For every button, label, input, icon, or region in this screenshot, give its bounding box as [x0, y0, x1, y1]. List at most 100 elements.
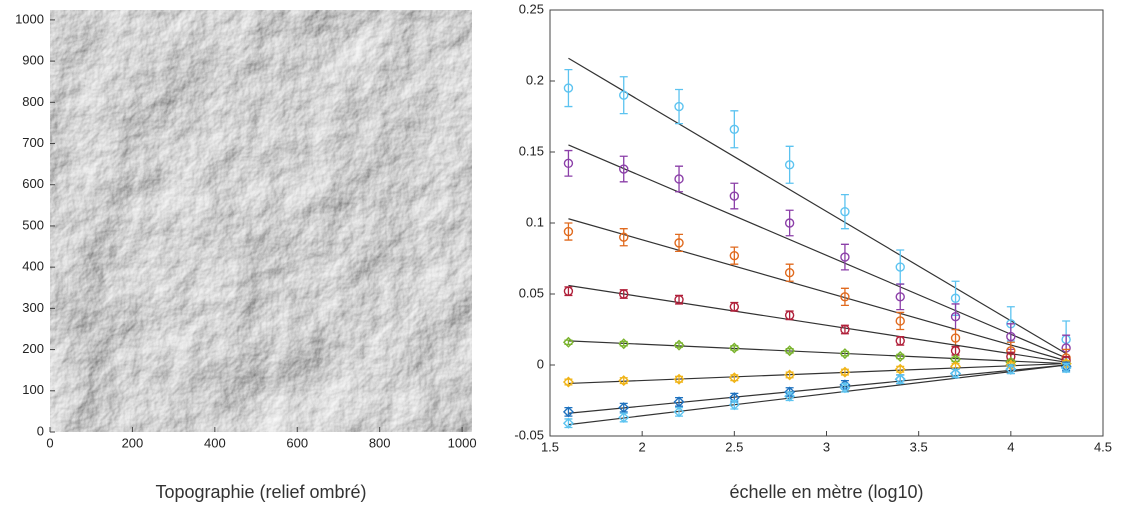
x-tick-label: 0: [46, 435, 53, 450]
y-tick-label: 900: [22, 53, 44, 68]
point: [894, 373, 906, 385]
y-tick-label: 0: [537, 356, 544, 371]
fit-line: [568, 57, 1067, 355]
error-bar: [619, 228, 628, 247]
y-tick-label: 0.1: [526, 214, 544, 229]
error-bar: [840, 368, 849, 376]
y-tick-label: 600: [22, 176, 44, 191]
point: [840, 324, 850, 335]
x-tick-label: 800: [369, 435, 391, 450]
error-bar: [564, 222, 573, 241]
point: [728, 342, 740, 354]
error-bar: [675, 88, 684, 125]
point: [839, 348, 851, 360]
x-tick-label: 2: [639, 439, 646, 454]
point: [839, 366, 851, 378]
error-bar: [840, 193, 849, 230]
point: [562, 336, 574, 348]
x-tick-label: 200: [122, 435, 144, 450]
error-bar: [619, 377, 628, 385]
error-bar: [730, 246, 739, 265]
y-tick-label: 100: [22, 382, 44, 397]
error-bar: [730, 110, 739, 149]
fit-line: [568, 362, 1067, 385]
point: [950, 368, 962, 380]
point: [895, 262, 905, 272]
fit-line: [568, 284, 1067, 363]
x-tick-label: 4.5: [1094, 439, 1112, 454]
point: [618, 338, 630, 350]
error-bar: [619, 76, 628, 115]
scale-panel: -0.05 0 0.05 0.1 0.15 0.2 0.25 1.5 2 2.5 3 3.5 4 4.5 é…: [514, 1, 1112, 501]
point: [618, 412, 630, 424]
y-tick-label: 0.15: [519, 143, 544, 158]
y-tick-label: 0: [37, 423, 44, 438]
point: [729, 250, 740, 261]
point: [562, 417, 574, 429]
y-tick-label: 1000: [15, 11, 44, 26]
plot-frame: [549, 9, 1104, 437]
x-tick-label: 4: [1007, 439, 1014, 454]
y-tick-label: 200: [22, 341, 44, 356]
error-bar: [951, 303, 960, 331]
point: [728, 372, 740, 384]
point: [840, 252, 850, 262]
point: [562, 376, 574, 388]
point: [563, 286, 574, 296]
error-bar: [896, 283, 905, 311]
error-bar: [785, 263, 794, 282]
error-bar: [785, 371, 794, 379]
point: [950, 333, 961, 343]
x-tick-label: 1000: [448, 435, 477, 450]
point: [728, 399, 740, 411]
point: [674, 174, 684, 184]
point: [784, 268, 795, 278]
fit-line: [568, 144, 1067, 359]
error-bar: [730, 374, 739, 382]
point: [674, 101, 684, 112]
point: [673, 339, 685, 351]
point: [619, 289, 629, 299]
relief-panel: 0 100 200 300 400 500 600 700 800 900 1000 0 200 400 6…: [15, 10, 477, 502]
fit-line: [568, 218, 1067, 362]
point: [1005, 363, 1017, 375]
point: [673, 373, 685, 385]
point: [563, 158, 574, 169]
point: [784, 310, 795, 320]
point: [562, 406, 574, 418]
point: [729, 191, 740, 201]
error-bar: [564, 418, 573, 429]
point: [895, 336, 905, 346]
x-axis-label: échelle en mètre (log10): [729, 482, 923, 502]
y-tick-label: 0.25: [519, 1, 544, 16]
shaded-relief: [50, 10, 472, 432]
error-bar: [675, 375, 684, 383]
point: [894, 350, 906, 362]
error-bar: [675, 165, 684, 193]
point: [619, 164, 629, 174]
error-bar: [840, 287, 849, 307]
x-tick-label: 1.5: [541, 439, 559, 454]
x-tick-label: 400: [204, 435, 226, 450]
error-bar: [619, 155, 628, 183]
point: [840, 206, 850, 217]
point: [618, 375, 630, 387]
point: [619, 232, 629, 242]
point: [950, 293, 961, 303]
error-bar: [564, 406, 573, 417]
error-bar: [730, 182, 739, 210]
y-tick-label: 0.05: [519, 285, 544, 300]
point: [673, 406, 685, 418]
error-bar: [896, 365, 905, 373]
fit-line: [568, 340, 1067, 365]
error-bar: [840, 243, 849, 271]
y-tick-label: 800: [22, 94, 44, 109]
y-tick-label: -0.05: [514, 427, 544, 442]
point: [563, 83, 574, 93]
point: [619, 90, 629, 100]
point: [674, 294, 684, 305]
point: [784, 218, 795, 228]
point: [895, 292, 905, 302]
